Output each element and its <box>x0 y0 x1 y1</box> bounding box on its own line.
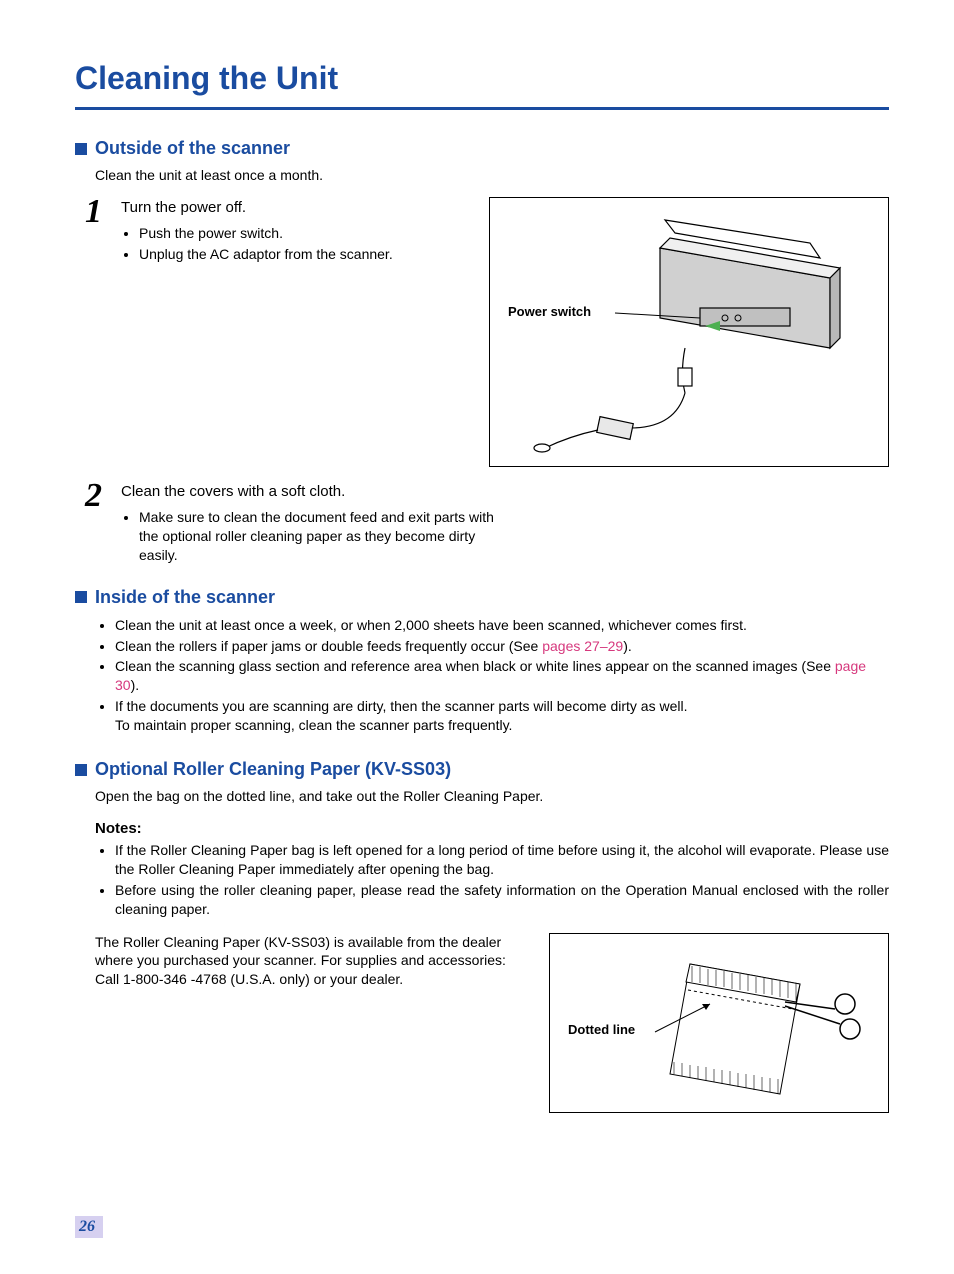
note-bullet: If the Roller Cleaning Paper bag is left… <box>115 841 889 879</box>
step2-number: 2 <box>85 479 121 513</box>
section2-bullets: Clean the unit at least once a week, or … <box>97 616 889 735</box>
step2-bullet: Make sure to clean the document feed and… <box>139 508 515 565</box>
section3-intro: Open the bag on the dotted line, and tak… <box>95 788 889 804</box>
step1-left: 1 Turn the power off. Push the power swi… <box>75 197 469 467</box>
page-title: Cleaning the Unit <box>75 60 889 103</box>
step1-bullets: Push the power switch. Unplug the AC ada… <box>121 224 469 264</box>
square-bullet-icon <box>75 143 87 155</box>
section2-bullet: Clean the scanning glass section and ref… <box>115 657 889 695</box>
step1-number: 1 <box>85 195 121 229</box>
bullet-text: Clean the scanning glass section and ref… <box>115 658 835 674</box>
step1-body: Turn the power off. Push the power switc… <box>121 197 469 266</box>
notes-bullets: If the Roller Cleaning Paper bag is left… <box>97 841 889 919</box>
dealer-row: The Roller Cleaning Paper (KV-SS03) is a… <box>95 933 889 1113</box>
note-bullet: Before using the roller cleaning paper, … <box>115 881 889 919</box>
page-link[interactable]: pages 27–29 <box>542 638 623 654</box>
page-number: 26 <box>75 1216 103 1238</box>
section-heading-text: Inside of the scanner <box>95 587 275 608</box>
section-heading-text: Outside of the scanner <box>95 138 290 159</box>
step1-title: Turn the power off. <box>121 199 469 216</box>
step1-row: 1 Turn the power off. Push the power swi… <box>75 197 889 467</box>
step2-body: Clean the covers with a soft cloth. Make… <box>121 481 515 567</box>
title-rule <box>75 107 889 110</box>
step1-bullet: Push the power switch. <box>139 224 469 243</box>
section2-bullet: Clean the rollers if paper jams or doubl… <box>115 637 889 656</box>
section2-bullet: If the documents you are scanning are di… <box>115 697 889 735</box>
square-bullet-icon <box>75 591 87 603</box>
step2-bullets: Make sure to clean the document feed and… <box>121 508 515 565</box>
step2-title: Clean the covers with a soft cloth. <box>121 483 515 500</box>
section-heading-optional: Optional Roller Cleaning Paper (KV-SS03) <box>75 759 889 780</box>
step2: 2 Clean the covers with a soft cloth. Ma… <box>85 481 515 567</box>
dealer-text: The Roller Cleaning Paper (KV-SS03) is a… <box>95 933 529 990</box>
section2-bullet: Clean the unit at least once a week, or … <box>115 616 889 635</box>
figure2-label: Dotted line <box>568 1022 635 1037</box>
bullet-text: To maintain proper scanning, clean the s… <box>115 717 512 733</box>
section-heading-outside: Outside of the scanner <box>75 138 889 159</box>
figure1-label: Power switch <box>508 304 591 319</box>
section1-intro: Clean the unit at least once a month. <box>95 167 889 183</box>
notes-heading: Notes: <box>95 820 889 837</box>
bullet-text: ). <box>623 638 632 654</box>
page-container: Cleaning the Unit Outside of the scanner… <box>0 0 954 1274</box>
section-heading-inside: Inside of the scanner <box>75 587 889 608</box>
bullet-text: ). <box>131 677 140 693</box>
step1: 1 Turn the power off. Push the power swi… <box>85 197 469 266</box>
bullet-text: Clean the rollers if paper jams or doubl… <box>115 638 542 654</box>
figure-scanner: Power switch <box>489 197 889 467</box>
bullet-text: If the documents you are scanning are di… <box>115 698 687 714</box>
figure-cleaning-paper: Dotted line <box>549 933 889 1113</box>
scanner-illustration <box>490 198 890 468</box>
square-bullet-icon <box>75 764 87 776</box>
step1-bullet: Unplug the AC adaptor from the scanner. <box>139 245 469 264</box>
section-heading-text: Optional Roller Cleaning Paper (KV-SS03) <box>95 759 451 780</box>
